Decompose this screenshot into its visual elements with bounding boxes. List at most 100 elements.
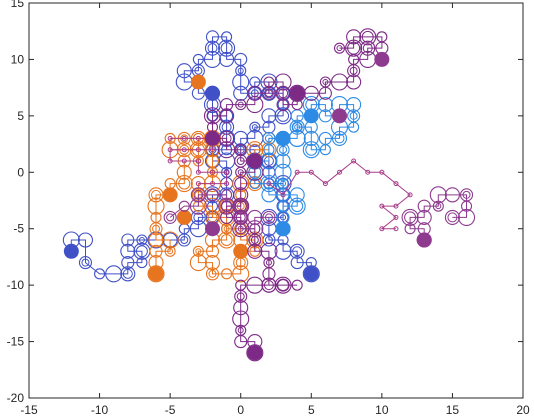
data-point-ring bbox=[251, 124, 258, 131]
data-point bbox=[274, 163, 292, 181]
data-point-ring bbox=[236, 292, 245, 301]
data-point-ring bbox=[237, 169, 244, 176]
data-point bbox=[260, 175, 278, 193]
data-point bbox=[221, 31, 233, 43]
data-point bbox=[205, 30, 220, 44]
data-point-ring bbox=[178, 177, 191, 190]
data-point bbox=[404, 223, 416, 235]
x-tick-label: -15 bbox=[20, 403, 38, 417]
data-point bbox=[393, 214, 399, 220]
endpoint-marker bbox=[176, 209, 192, 225]
data-point bbox=[195, 147, 201, 153]
data-point-ring bbox=[279, 145, 288, 154]
data-point-ring bbox=[305, 143, 318, 156]
data-point-ring bbox=[166, 213, 175, 222]
data-point-ring bbox=[265, 259, 272, 266]
data-point-ring bbox=[404, 211, 417, 224]
data-point bbox=[319, 144, 331, 156]
data-point bbox=[77, 232, 94, 248]
series-2 bbox=[247, 96, 362, 237]
y-tick-label: 5 bbox=[17, 109, 24, 123]
data-point bbox=[149, 244, 163, 258]
data-point-ring bbox=[220, 234, 233, 246]
data-point bbox=[161, 231, 179, 249]
data-point-ring bbox=[193, 212, 204, 223]
data-point bbox=[205, 188, 220, 202]
data-point-ring bbox=[435, 203, 442, 210]
data-point-ring bbox=[193, 189, 204, 200]
data-point bbox=[224, 181, 230, 187]
endpoint-marker bbox=[275, 221, 291, 237]
y-tick-label: -15 bbox=[7, 335, 25, 349]
data-point bbox=[235, 99, 247, 111]
y-tick-label: -5 bbox=[13, 222, 24, 236]
data-point bbox=[189, 254, 207, 272]
endpoint-marker bbox=[162, 187, 178, 203]
data-point bbox=[262, 120, 276, 134]
data-point bbox=[147, 265, 165, 283]
data-point bbox=[190, 187, 206, 203]
data-point bbox=[221, 189, 233, 201]
data-point-ring bbox=[349, 111, 358, 120]
data-point bbox=[203, 107, 222, 125]
data-point bbox=[181, 135, 187, 141]
y-tick-label: 10 bbox=[11, 52, 25, 66]
data-point bbox=[181, 147, 187, 153]
data-point-ring bbox=[264, 89, 273, 98]
data-point-ring bbox=[122, 268, 133, 279]
data-point bbox=[221, 268, 233, 280]
data-point bbox=[261, 277, 277, 293]
data-point bbox=[346, 29, 362, 45]
data-point bbox=[167, 158, 173, 164]
data-point bbox=[195, 181, 201, 187]
data-point bbox=[233, 198, 249, 214]
data-point bbox=[337, 169, 343, 175]
endpoint-marker bbox=[303, 266, 319, 282]
data-point bbox=[121, 256, 135, 270]
data-point bbox=[218, 39, 236, 57]
data-point-ring bbox=[81, 258, 90, 267]
data-point bbox=[444, 209, 460, 225]
data-point-ring bbox=[278, 88, 289, 99]
data-point-ring bbox=[208, 269, 217, 278]
data-point bbox=[317, 97, 333, 113]
axes-box bbox=[28, 2, 524, 399]
data-point bbox=[167, 147, 173, 153]
data-point bbox=[429, 186, 447, 204]
data-point bbox=[232, 73, 250, 91]
data-point-ring bbox=[291, 200, 304, 213]
data-point bbox=[432, 200, 444, 212]
data-point bbox=[289, 243, 305, 259]
data-point bbox=[360, 40, 376, 56]
x-tick-label: 0 bbox=[237, 403, 244, 417]
series-6 bbox=[401, 186, 476, 248]
x-tick-label: 15 bbox=[446, 403, 460, 417]
endpoint-marker bbox=[204, 221, 220, 237]
tick-marks bbox=[28, 2, 524, 399]
data-point bbox=[249, 178, 261, 190]
data-point bbox=[322, 181, 328, 187]
data-point bbox=[274, 276, 292, 294]
data-point bbox=[219, 108, 235, 124]
data-point-ring bbox=[362, 43, 373, 54]
data-point bbox=[261, 187, 277, 203]
plot-area bbox=[62, 28, 476, 362]
endpoint-marker bbox=[374, 51, 390, 67]
data-point bbox=[120, 266, 136, 282]
data-point bbox=[147, 197, 165, 215]
data-point bbox=[261, 108, 277, 124]
endpoint-marker bbox=[275, 130, 291, 146]
data-point bbox=[289, 187, 305, 203]
data-point bbox=[164, 245, 176, 257]
data-point bbox=[347, 41, 361, 55]
data-point bbox=[218, 197, 236, 215]
data-point bbox=[407, 192, 413, 198]
y-tick-labels: -20 -15 -10 -5 0 5 10 15 bbox=[7, 0, 25, 405]
data-point-ring bbox=[236, 157, 245, 165]
endpoint-marker bbox=[190, 74, 206, 90]
data-point bbox=[94, 268, 106, 280]
data-point bbox=[136, 234, 148, 246]
data-point-ring bbox=[336, 45, 343, 52]
data-point bbox=[235, 65, 247, 77]
